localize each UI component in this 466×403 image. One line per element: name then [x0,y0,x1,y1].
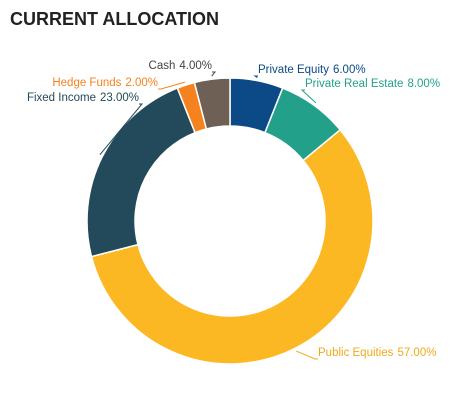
category-label: Cash [149,60,176,72]
category-label: Hedge Funds [52,77,121,89]
slice-label: Private Real Estate 8.00% [305,78,440,90]
value-label: 4.00% [179,60,212,72]
value-label: 23.00% [100,92,139,104]
slice-label: Cash 4.00% [149,60,212,72]
value-label: 2.00% [125,77,158,89]
leader-line [211,71,217,77]
slice [86,87,197,258]
slice-label: Hedge Funds 2.00% [52,77,158,89]
slice [193,77,231,130]
leader-line [296,350,318,360]
slice [90,128,374,365]
category-label: Fixed Income [27,92,96,104]
value-label: 8.00% [407,78,440,90]
chart-title: CURRENT ALLOCATION [10,9,219,29]
slice-label: Public Equities 57.00% [318,347,436,359]
value-label: 6.00% [333,64,366,76]
category-label: Private Equity [258,64,329,76]
leader-line [300,89,317,104]
category-label: Private Real Estate [305,78,403,90]
value-label: 57.00% [397,347,436,359]
slice-label: Fixed Income 23.00% [27,92,139,104]
leader-line [158,81,186,90]
slice-label: Private Equity 6.00% [258,64,366,76]
leader-line [253,75,258,79]
leader-line [99,103,144,156]
category-label: Public Equities [318,347,394,359]
